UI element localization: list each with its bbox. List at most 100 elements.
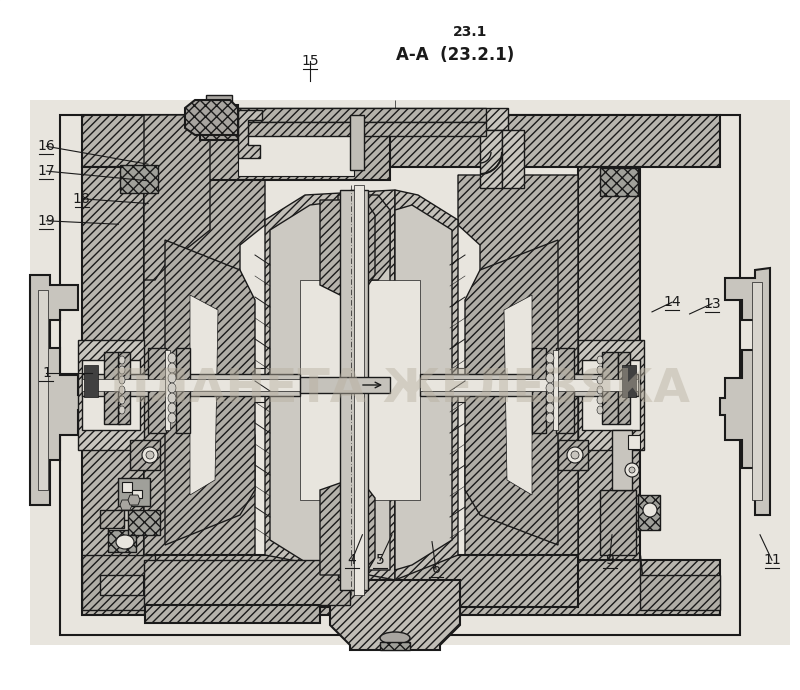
Ellipse shape [597,396,603,404]
Polygon shape [640,555,720,610]
Text: 9: 9 [605,553,614,567]
Text: 14: 14 [663,295,681,309]
Bar [578,340,644,450]
Bar [122,482,132,492]
Ellipse shape [168,363,176,373]
Ellipse shape [142,447,158,463]
Ellipse shape [643,503,657,517]
Ellipse shape [119,396,125,404]
Text: 5: 5 [376,553,384,567]
Bar [420,374,638,396]
Bar [144,555,578,607]
Polygon shape [30,275,82,505]
Text: 4: 4 [348,553,356,567]
Ellipse shape [168,413,176,423]
Bar [148,348,166,433]
Bar [238,108,508,130]
Text: 19: 19 [38,214,55,228]
Bar [300,377,390,393]
Bar [628,435,640,449]
Polygon shape [265,190,395,580]
Bar [532,348,546,433]
Bar [60,115,740,635]
Polygon shape [144,115,210,280]
Bar [84,365,98,397]
Text: 16: 16 [38,139,55,153]
Text: 11: 11 [763,553,781,567]
Ellipse shape [546,393,554,403]
Ellipse shape [546,363,554,373]
Text: 23.1: 23.1 [453,25,487,39]
Bar [100,510,124,528]
Polygon shape [190,295,218,495]
Ellipse shape [119,366,125,374]
Bar [118,352,130,424]
Ellipse shape [625,463,639,477]
Text: 6: 6 [431,562,441,576]
Ellipse shape [597,366,603,374]
Bar [118,510,138,526]
Bar [622,365,636,397]
Bar [82,560,720,615]
Bar [480,130,502,188]
Text: А-А  (23.2.1): А-А (23.2.1) [396,46,514,64]
Polygon shape [395,205,452,570]
Polygon shape [82,555,155,610]
Ellipse shape [168,393,176,403]
Ellipse shape [597,376,603,384]
Polygon shape [458,175,578,555]
Ellipse shape [119,356,125,364]
Bar [558,440,588,470]
Polygon shape [330,580,460,650]
Bar [132,490,142,498]
Ellipse shape [546,353,554,363]
Bar [578,167,640,560]
Polygon shape [144,175,265,555]
Ellipse shape [168,353,176,363]
Polygon shape [752,282,762,500]
Bar [618,352,630,424]
Text: 17: 17 [38,164,55,178]
Ellipse shape [546,373,554,383]
Polygon shape [338,195,368,280]
Bar [78,340,144,450]
Bar [108,520,148,532]
Bar [638,495,660,530]
Polygon shape [338,495,358,580]
Ellipse shape [119,386,125,394]
Bar [238,122,486,136]
Bar [118,478,150,506]
Ellipse shape [571,451,579,459]
Polygon shape [320,200,375,295]
Polygon shape [320,483,375,575]
Text: 15: 15 [302,54,319,68]
Bar [165,350,170,430]
Bar [176,348,190,433]
Ellipse shape [597,406,603,414]
Polygon shape [465,240,558,545]
Ellipse shape [168,403,176,413]
Bar [82,115,720,167]
Bar [553,350,558,430]
Polygon shape [128,495,140,505]
Ellipse shape [168,373,176,383]
Ellipse shape [546,383,554,393]
Bar [82,379,300,391]
Bar [206,95,232,107]
Ellipse shape [597,386,603,394]
Bar [420,379,638,391]
Polygon shape [120,500,132,510]
Polygon shape [504,295,532,495]
Bar [120,165,158,193]
Bar [380,642,410,650]
Bar [145,605,320,623]
Ellipse shape [629,467,635,473]
Ellipse shape [546,403,554,413]
Bar [300,280,420,500]
Polygon shape [165,240,255,545]
Ellipse shape [119,376,125,384]
Polygon shape [144,560,350,605]
Polygon shape [185,100,238,135]
Ellipse shape [146,451,154,459]
Polygon shape [270,200,390,570]
